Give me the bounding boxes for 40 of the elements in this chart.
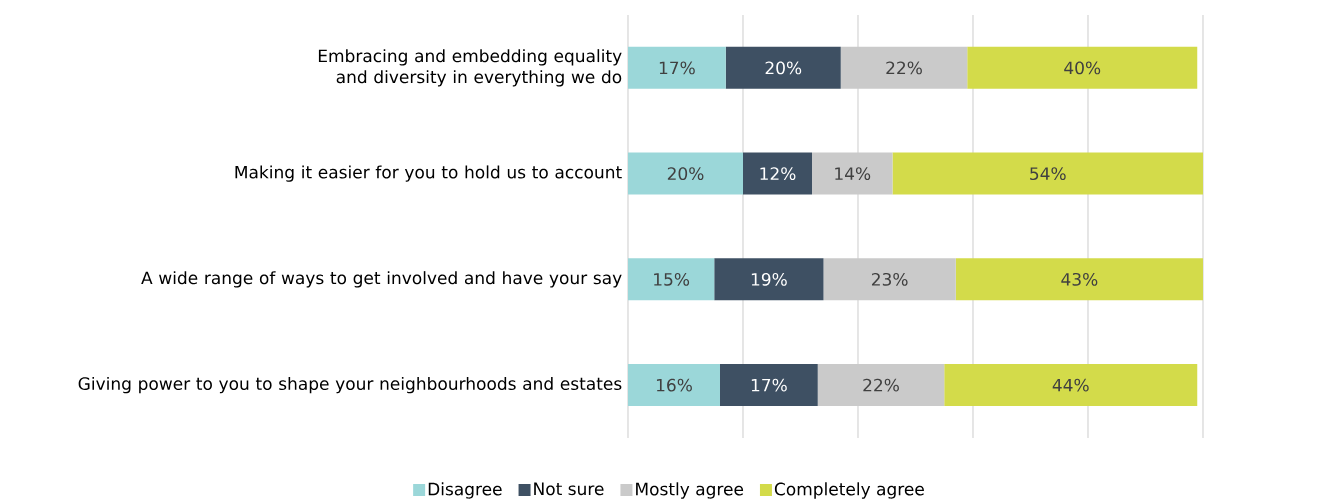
- bar: [812, 152, 893, 195]
- bar: [628, 152, 743, 195]
- data-label: 20%: [765, 61, 802, 75]
- bar: [823, 258, 956, 301]
- y-tick-label: A wide range of ways to get involved and have your say: [141, 271, 622, 288]
- data-label: 14%: [835, 167, 871, 181]
- bar: [892, 152, 1203, 195]
- data-label: 22%: [863, 378, 899, 392]
- bar: [743, 152, 812, 195]
- bar: [840, 46, 968, 89]
- data-label: 44%: [1052, 378, 1089, 392]
- data-label: 12%: [760, 167, 796, 181]
- data-label: 20%: [667, 167, 704, 181]
- y-tick-label: Embracing and embedding equality and diversity in everything we do: [318, 49, 622, 87]
- bar: [720, 364, 818, 407]
- data-label: 17%: [751, 378, 787, 392]
- legend-label: Not sure: [534, 482, 604, 496]
- bar: [725, 46, 841, 89]
- data-label: 40%: [1064, 61, 1101, 75]
- bar: [628, 364, 720, 407]
- bar: [817, 364, 945, 407]
- bar: [944, 364, 1198, 407]
- data-label: 23%: [871, 272, 908, 286]
- legend-label: Disagree: [428, 482, 502, 499]
- bar: [628, 258, 715, 301]
- data-label: 17%: [659, 61, 695, 75]
- legend-label: Mostly agree: [636, 482, 744, 499]
- data-label: 15%: [654, 272, 690, 286]
- y-tick-label: Making it easier for you to hold us to account: [235, 165, 622, 182]
- bar: [628, 46, 726, 89]
- data-label: 43%: [1061, 272, 1098, 286]
- data-label: 54%: [1030, 167, 1066, 181]
- y-tick-label: Giving power to you to shape your neighbourhoods and estates: [78, 376, 622, 394]
- bar: [967, 46, 1198, 89]
- data-label: 19%: [751, 272, 787, 286]
- bar: [714, 258, 824, 301]
- bar: [955, 258, 1203, 301]
- data-label: 16%: [656, 378, 692, 392]
- data-label: 22%: [886, 61, 922, 75]
- legend-label: Completely agree: [774, 482, 924, 499]
